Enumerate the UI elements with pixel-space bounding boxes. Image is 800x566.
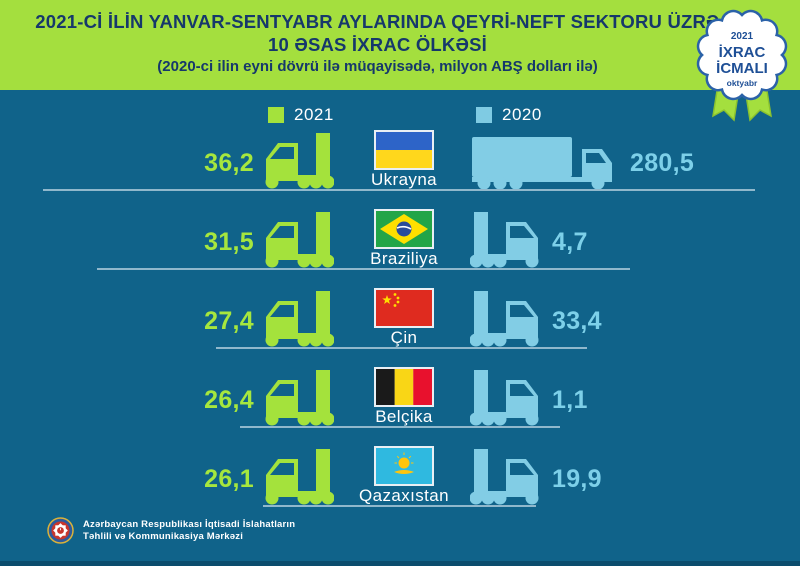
brazil-flag-icon [374,209,434,249]
country-label: Ukrayna [370,170,438,189]
legend-2021: 2021 [268,105,334,124]
country-label: Belçika [375,407,433,426]
organization-name: Azərbaycan Respublikası İqtisadi İslahat… [83,519,295,543]
row-separator [97,268,630,270]
blue-truck-icon [470,370,539,426]
legend-2021-label: 2021 [294,105,334,124]
organization-line2: Təhlili və Kommunikasiya Mərkəzi [83,530,244,542]
value-2021: 36,2 [204,149,254,177]
value-2020: 33,4 [552,307,602,335]
value-2020: 19,9 [552,465,602,493]
title-line-1: 2021-Cİ İLİN YANVAR-SENTYABR AYLARINDA Q… [35,11,720,32]
blue-truck-icon [470,449,539,505]
country-rows: 36,2 Ukrayna [0,112,800,507]
legend-2020-label: 2020 [502,105,542,124]
row-separator [240,426,560,428]
row-ukraine: 36,2 Ukrayna [0,112,800,191]
china-flag-icon [374,288,434,328]
bottom-edge-strip [0,561,800,566]
badge-rosette [696,9,788,101]
badge-year: 2021 [731,31,754,42]
ukraine-flag-icon [374,130,434,170]
country-label: Qazaxıstan [359,486,449,505]
badge-month: oktyabr [727,78,758,88]
green-truck-icon [265,133,334,189]
value-2021: 31,5 [204,228,254,256]
blue-truck-icon [470,291,539,347]
green-truck-icon [265,449,334,505]
page-title: 2021-Cİ İLİN YANVAR-SENTYABR AYLARINDA Q… [0,10,755,77]
value-2020: 4,7 [552,228,588,256]
value-2021: 27,4 [204,307,254,335]
title-line-2: 10 ƏSAS İXRAC ÖLKƏSİ [268,34,487,55]
blue-truck-icon [470,212,539,268]
row-separator [43,189,755,191]
subtitle: (2020-ci ilin eyni dövrü ilə müqayisədə,… [157,58,598,75]
value-2020: 1,1 [552,386,588,414]
header-band: 2021-Cİ İLİN YANVAR-SENTYABR AYLARINDA Q… [0,0,800,90]
row-china: 27,4 Çin [0,270,800,349]
legend-2021-swatch [268,107,284,123]
row-kazakhstan: 26,1 [0,428,800,507]
row-separator [263,505,536,507]
row-separator [216,347,587,349]
badge-title-line2: İCMALI [716,60,768,77]
organization-line1: Azərbaycan Respublikası İqtisadi İslahat… [83,518,296,530]
green-truck-icon [265,291,334,347]
green-truck-icon [265,212,334,268]
blue-big-truck-icon [472,137,612,189]
value-2020: 280,5 [630,149,695,177]
row-belgium: 26,4 Belçika [0,349,800,428]
value-2021: 26,4 [204,386,254,414]
azerbaijan-emblem-icon [47,517,74,544]
country-label: Braziliya [370,249,438,268]
belgium-flag-icon [374,367,434,407]
badge-title-line1: İXRAC [719,44,766,61]
country-label: Çin [390,328,418,347]
legend-2020-swatch [476,107,492,123]
green-truck-icon [265,370,334,426]
export-review-badge: 2021 İXRAC İCMALI oktyabr [696,9,788,122]
kazakhstan-flag-icon [374,446,434,486]
footer: Azərbaycan Respublikası İqtisadi İslahat… [47,517,295,544]
value-2021: 26,1 [204,465,254,493]
row-brazil: 31,5 Braziliya [0,191,800,270]
legend-2020: 2020 [476,105,542,124]
